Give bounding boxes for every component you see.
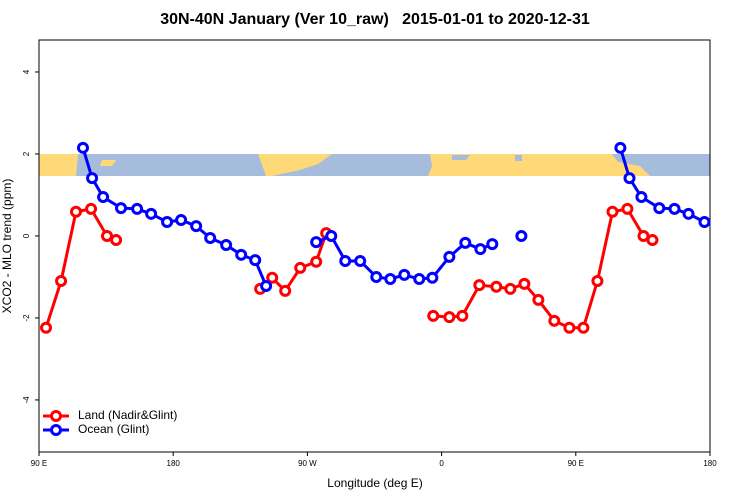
y-tick-label: -4 bbox=[22, 396, 31, 404]
map-strip bbox=[39, 154, 710, 176]
data-point bbox=[532, 293, 545, 306]
x-tick-label: 180 bbox=[703, 459, 717, 468]
data-point bbox=[86, 172, 99, 185]
data-point bbox=[518, 277, 531, 290]
y-tick-label: 2 bbox=[22, 151, 31, 156]
data-point bbox=[698, 216, 711, 229]
data-point bbox=[486, 238, 499, 251]
data-point bbox=[40, 321, 53, 334]
data-point bbox=[354, 254, 367, 267]
data-point bbox=[85, 202, 98, 215]
data-point bbox=[398, 268, 411, 281]
data-point bbox=[473, 279, 486, 292]
data-point bbox=[427, 309, 440, 322]
data-point bbox=[204, 232, 217, 245]
data-point bbox=[235, 248, 248, 261]
data-point bbox=[563, 321, 576, 334]
data-point bbox=[76, 141, 89, 154]
data-point bbox=[370, 270, 383, 283]
data-point bbox=[325, 229, 338, 242]
data-point bbox=[577, 321, 590, 334]
data-point bbox=[190, 220, 203, 233]
data-point bbox=[279, 284, 292, 297]
x-tick-label: 180 bbox=[167, 459, 181, 468]
data-point bbox=[115, 202, 128, 215]
data-point bbox=[310, 236, 323, 249]
plot-frame bbox=[38, 39, 711, 453]
data-point bbox=[110, 234, 123, 247]
data-point bbox=[100, 229, 113, 242]
y-tick-label: 0 bbox=[22, 233, 31, 238]
data-point bbox=[637, 229, 650, 242]
data-point bbox=[490, 280, 503, 293]
data-point bbox=[548, 314, 561, 327]
data-point bbox=[97, 191, 110, 204]
data-point bbox=[55, 275, 68, 288]
data-point bbox=[443, 311, 456, 324]
data-point bbox=[260, 279, 273, 292]
chart-title: 30N-40N January (Ver 10_raw) 2015-01-01 … bbox=[160, 11, 590, 28]
x-tick-label: 90 W bbox=[298, 459, 317, 468]
data-point bbox=[249, 254, 262, 267]
x-tick-label: 0 bbox=[439, 459, 444, 468]
data-point bbox=[653, 202, 666, 215]
data-point bbox=[145, 207, 158, 220]
data-point bbox=[668, 202, 681, 215]
data-point bbox=[591, 275, 604, 288]
data-point bbox=[682, 207, 695, 220]
y-tick-label: 4 bbox=[22, 69, 31, 74]
data-point bbox=[175, 213, 188, 226]
data-point bbox=[443, 250, 456, 263]
data-point bbox=[474, 243, 487, 256]
legend-marker bbox=[50, 410, 62, 422]
series-line bbox=[44, 207, 654, 330]
legend-marker bbox=[50, 424, 62, 436]
data-point bbox=[623, 172, 636, 185]
data-point bbox=[294, 261, 307, 274]
data-point bbox=[459, 236, 472, 249]
data-point bbox=[646, 234, 659, 247]
x-axis-label: Longitude (deg E) bbox=[327, 476, 422, 490]
data-point bbox=[310, 255, 323, 268]
legend-label: Ocean (Glint) bbox=[78, 422, 149, 436]
data-point bbox=[131, 202, 144, 215]
data-point bbox=[69, 205, 82, 218]
x-tick-label: 90 E bbox=[568, 459, 584, 468]
data-point bbox=[515, 229, 528, 242]
data-point bbox=[413, 273, 426, 286]
legend-label: Land (Nadir&Glint) bbox=[78, 408, 177, 422]
data-point bbox=[614, 141, 627, 154]
y-axis-label: XCO2 - MLO trend (ppm) bbox=[0, 179, 14, 314]
data-point bbox=[426, 271, 439, 284]
data-point bbox=[606, 205, 619, 218]
data-point bbox=[635, 191, 648, 204]
x-tick-label: 90 E bbox=[31, 459, 47, 468]
y-tick-label: -2 bbox=[22, 314, 31, 322]
data-point bbox=[504, 282, 517, 295]
data-point bbox=[456, 309, 469, 322]
data-point bbox=[266, 271, 279, 284]
data-point bbox=[339, 254, 352, 267]
data-point bbox=[621, 202, 634, 215]
data-point bbox=[161, 216, 174, 229]
data-point bbox=[220, 238, 233, 251]
data-point bbox=[384, 273, 397, 286]
